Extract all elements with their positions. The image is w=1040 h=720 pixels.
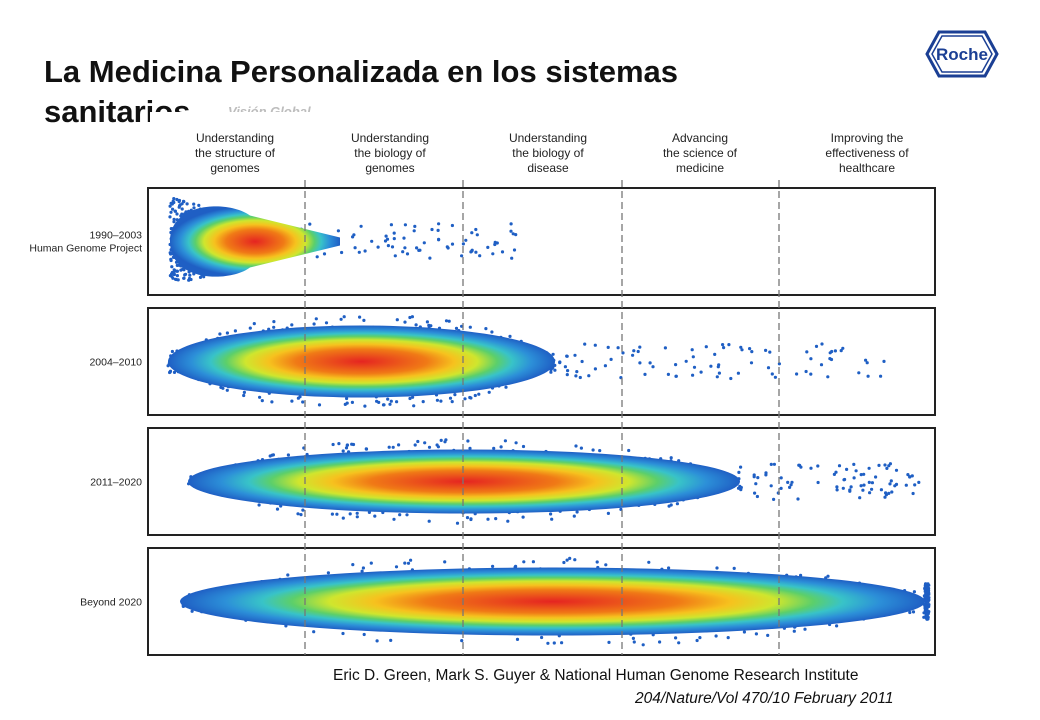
row-label: Beyond 2020 <box>80 597 142 609</box>
logo-wordmark: Roche <box>936 45 988 64</box>
genomics-roadmap-figure: Understanding the structure of genomes Unde… <box>29 112 940 656</box>
column-header-4: Advancing the science of medicine <box>663 131 738 175</box>
figure-credit: Eric D. Green, Mark S. Guyer & National … <box>333 667 859 684</box>
density-blob <box>180 567 925 636</box>
column-header-3: Understanding the biology of disease <box>509 131 587 175</box>
density-blob <box>188 449 740 514</box>
column-headers: Understanding the structure of genomes Unde… <box>150 112 940 184</box>
column-header-1: Understanding the structure of genomes <box>195 131 276 175</box>
column-header-5: Improving the effectiveness of healthcare <box>825 131 909 175</box>
row-label: 2011–2020 <box>90 477 142 489</box>
timeline-row-2: 2004–2010 <box>89 307 936 416</box>
column-header-2: Understanding the biology of genomes <box>351 131 429 175</box>
density-blob <box>170 206 340 277</box>
row-label: 1990–2003 Human Genome Project <box>29 230 142 255</box>
timeline-row-3: 2011–2020 <box>90 427 936 536</box>
slide-title: La Medicina Personalizada en los sistema… <box>44 54 679 129</box>
column-dividers <box>304 180 780 655</box>
timeline-row-1: 1990–2003 Human Genome Project <box>29 187 936 296</box>
figure-reference: 204/Nature/Vol 470/10 February 2011 <box>635 690 894 707</box>
roche-logo: Roche <box>925 30 999 78</box>
timeline-panels: 1990–2003 Human Genome Project 2004–2010 20… <box>29 180 936 656</box>
row-label: 2004–2010 <box>89 357 142 369</box>
timeline-row-4: Beyond 2020 <box>80 547 936 656</box>
density-blob <box>168 325 555 398</box>
